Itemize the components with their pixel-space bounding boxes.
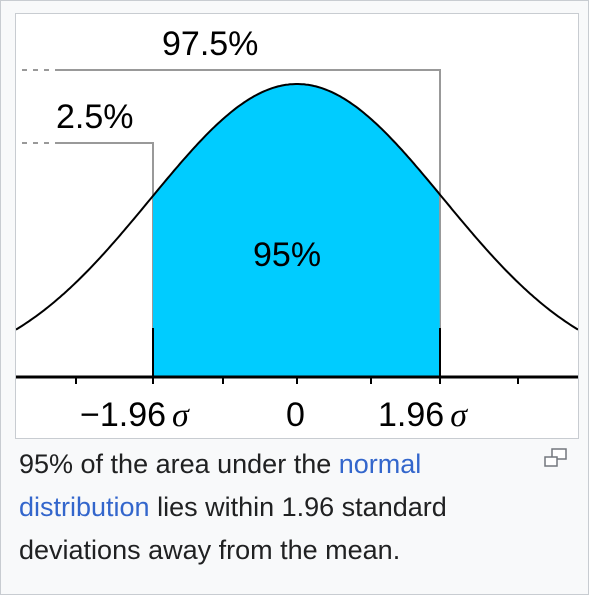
tick-label-zero: 0 [286, 396, 305, 434]
tick-neg-number: −1.96 [80, 396, 166, 434]
shaded-area-95 [153, 84, 440, 376]
leader-2-5 [16, 142, 154, 376]
sigma-symbol: σ [172, 397, 190, 434]
x-axis-ticks [75, 377, 519, 384]
normal-distribution-diagram: 97.5% 2.5% 95% −1.96 σ 0 1.96 σ [16, 25, 578, 434]
tick-pos-number: 1.96 [378, 396, 444, 434]
figure-image[interactable]: 97.5% 2.5% 95% −1.96 σ 0 1.96 σ [15, 13, 579, 439]
normal-distribution-link-1[interactable]: normal [338, 449, 422, 479]
density-curve [16, 83, 578, 331]
caption-text-2: lies within 1.96 standard deviations awa… [19, 492, 447, 565]
figure-caption: 95% of the area under the normal distrib… [19, 443, 529, 572]
normal-distribution-link-2[interactable]: distribution [19, 492, 150, 522]
label-95: 95% [253, 236, 321, 274]
tick-label-pos-1-96: 1.96 σ [378, 396, 468, 434]
label-97-5: 97.5% [162, 25, 258, 63]
tick-label-neg-1-96: −1.96 σ [80, 396, 190, 434]
sigma-symbol: σ [450, 397, 468, 434]
label-2-5: 2.5% [56, 98, 134, 136]
magnify-icon[interactable] [543, 447, 569, 469]
leader-97-5 [16, 69, 441, 376]
caption-text-1: 95% of the area under the [19, 449, 339, 479]
